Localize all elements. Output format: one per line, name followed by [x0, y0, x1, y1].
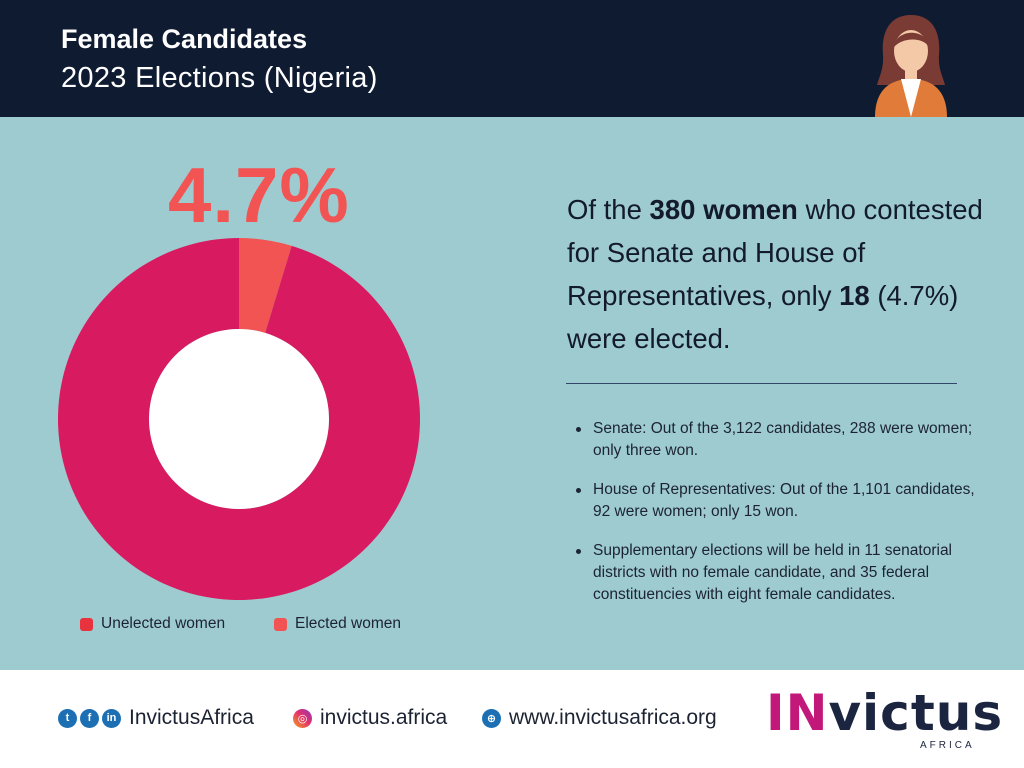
instagram-link[interactable]: ◎ invictus.africa — [293, 706, 447, 730]
instagram-icon[interactable]: ◎ — [293, 708, 312, 728]
legend-label-unelected: Unelected women — [101, 615, 226, 632]
legend-swatch-elected — [274, 617, 287, 631]
divider — [566, 383, 957, 384]
fact-supplementary: Supplementary elections will be held in … — [573, 540, 983, 606]
woman-avatar-icon — [875, 15, 947, 117]
facts-list: Senate: Out of the 3,122 candidates, 288… — [573, 418, 983, 623]
page-title: Female Candidates — [61, 24, 308, 54]
website-link[interactable]: ⊕ www.invictusafrica.org — [482, 706, 717, 730]
fact-senate: Senate: Out of the 3,122 candidates, 288… — [573, 418, 983, 462]
linkedin-icon[interactable]: in — [102, 708, 121, 728]
logo-rest: victus — [828, 684, 1004, 742]
donut-hole — [149, 329, 329, 509]
footer — [0, 670, 1024, 768]
key-statement: Of the 380 women who contested for Senat… — [567, 188, 987, 360]
statement-text-2: who contested for Senate and House of Re… — [567, 194, 983, 311]
twitter-icon[interactable]: t — [58, 708, 77, 728]
statement-bold-1: 380 women — [649, 194, 798, 225]
globe-icon[interactable]: ⊕ — [482, 708, 501, 728]
social-handle-link[interactable]: t f in InvictusAfrica — [58, 706, 254, 730]
legend-label-elected: Elected women — [295, 615, 401, 632]
legend-item-elected: Elected women — [274, 615, 401, 633]
invictus-logo: INvictus — [766, 684, 1003, 742]
legend-item-unelected: Unelected women — [80, 615, 225, 633]
donut-slice-elected — [239, 238, 292, 333]
header: Female Candidates 2023 Elections (Nigeri… — [0, 0, 1024, 117]
statement-bold-2: 18 — [839, 280, 870, 311]
legend-swatch-unelected — [80, 617, 93, 631]
social-handle-text[interactable]: InvictusAfrica — [129, 706, 254, 729]
instagram-handle-text[interactable]: invictus.africa — [320, 706, 448, 729]
highlight-percentage: 4.7% — [168, 151, 350, 239]
statement-text-3: (4.7%) were elected. — [567, 280, 959, 354]
logo-subtitle: AFRICA — [920, 740, 975, 751]
logo-accent: IN — [766, 684, 829, 742]
donut-chart — [58, 238, 420, 600]
page-subtitle: 2023 Elections (Nigeria) — [61, 62, 378, 94]
website-text[interactable]: www.invictusafrica.org — [509, 706, 717, 729]
fact-house: House of Representatives: Out of the 1,1… — [573, 479, 983, 523]
statement-text-1: Of the — [567, 194, 650, 225]
facebook-icon[interactable]: f — [80, 708, 99, 728]
donut-slice-unelected — [58, 238, 420, 600]
